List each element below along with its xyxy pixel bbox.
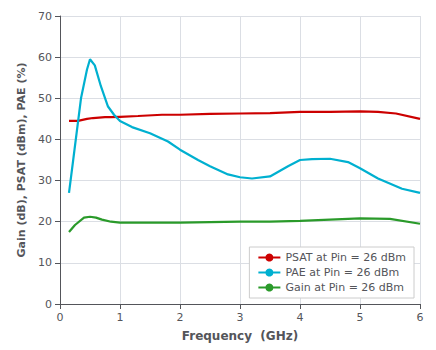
svg-text:60: 60 (38, 51, 52, 64)
svg-text:0: 0 (57, 311, 64, 324)
svg-text:Gain (dB), PSAT (dBm), PAE (%): Gain (dB), PSAT (dBm), PAE (%) (15, 63, 28, 258)
svg-text:PSAT at Pin = 26 dBm: PSAT at Pin = 26 dBm (285, 251, 406, 264)
svg-text:70: 70 (38, 10, 52, 23)
svg-text:10: 10 (38, 256, 52, 269)
svg-text:30: 30 (38, 174, 52, 187)
svg-text:0: 0 (45, 298, 52, 311)
svg-text:5: 5 (357, 311, 364, 324)
svg-text:20: 20 (38, 215, 52, 228)
svg-text:3: 3 (237, 311, 244, 324)
svg-text:50: 50 (38, 92, 52, 105)
svg-text:1: 1 (117, 311, 124, 324)
svg-text:40: 40 (38, 133, 52, 146)
svg-text:6: 6 (417, 311, 424, 324)
svg-text:4: 4 (297, 311, 304, 324)
svg-text:2: 2 (177, 311, 184, 324)
svg-text:Gain at Pin = 26 dBm: Gain at Pin = 26 dBm (285, 281, 404, 294)
svg-text:PAE at Pin = 26 dBm: PAE at Pin = 26 dBm (285, 266, 399, 279)
svg-text:Frequency (GHz): Frequency (GHz) (182, 329, 298, 343)
